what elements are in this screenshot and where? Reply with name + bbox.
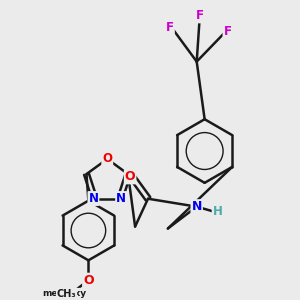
Text: O: O <box>83 274 94 287</box>
Text: N: N <box>191 200 202 213</box>
Text: F: F <box>166 21 174 34</box>
Text: N: N <box>116 192 126 205</box>
Text: O: O <box>102 152 112 166</box>
Text: F: F <box>196 9 204 22</box>
Text: methoxy: methoxy <box>43 289 87 298</box>
Text: O: O <box>125 170 135 183</box>
Text: H: H <box>213 205 223 218</box>
Text: CH₃: CH₃ <box>57 289 76 299</box>
Text: F: F <box>224 25 232 38</box>
Text: N: N <box>88 192 98 205</box>
